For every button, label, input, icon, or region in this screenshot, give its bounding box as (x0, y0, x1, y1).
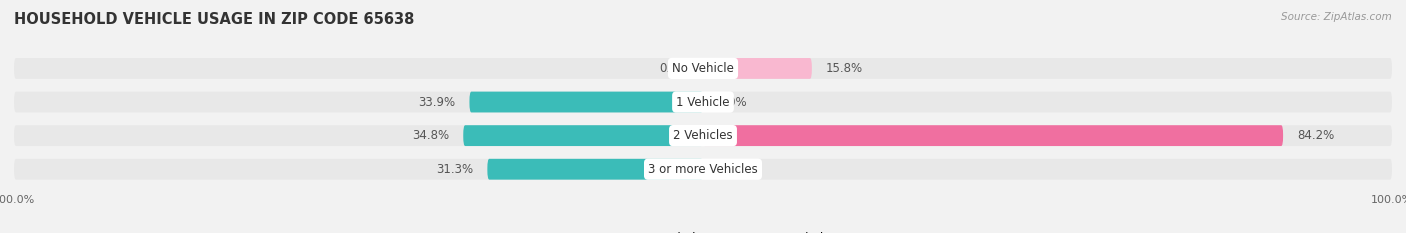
Text: 84.2%: 84.2% (1296, 129, 1334, 142)
Text: No Vehicle: No Vehicle (672, 62, 734, 75)
FancyBboxPatch shape (14, 159, 1392, 180)
FancyBboxPatch shape (703, 58, 811, 79)
Text: 1 Vehicle: 1 Vehicle (676, 96, 730, 109)
Text: 0.0%: 0.0% (717, 163, 747, 176)
Text: 31.3%: 31.3% (436, 163, 474, 176)
FancyBboxPatch shape (14, 125, 1392, 146)
FancyBboxPatch shape (470, 92, 703, 113)
Text: 33.9%: 33.9% (419, 96, 456, 109)
Text: 3 or more Vehicles: 3 or more Vehicles (648, 163, 758, 176)
Text: 2 Vehicles: 2 Vehicles (673, 129, 733, 142)
Text: HOUSEHOLD VEHICLE USAGE IN ZIP CODE 65638: HOUSEHOLD VEHICLE USAGE IN ZIP CODE 6563… (14, 12, 415, 27)
Text: 0.0%: 0.0% (659, 62, 689, 75)
Legend: Owner-occupied, Renter-occupied: Owner-occupied, Renter-occupied (578, 228, 828, 233)
FancyBboxPatch shape (14, 92, 1392, 113)
FancyBboxPatch shape (703, 125, 1284, 146)
Text: 34.8%: 34.8% (412, 129, 450, 142)
FancyBboxPatch shape (463, 125, 703, 146)
FancyBboxPatch shape (488, 159, 703, 180)
Text: 15.8%: 15.8% (825, 62, 863, 75)
Text: Source: ZipAtlas.com: Source: ZipAtlas.com (1281, 12, 1392, 22)
FancyBboxPatch shape (14, 58, 1392, 79)
Text: 0.0%: 0.0% (717, 96, 747, 109)
